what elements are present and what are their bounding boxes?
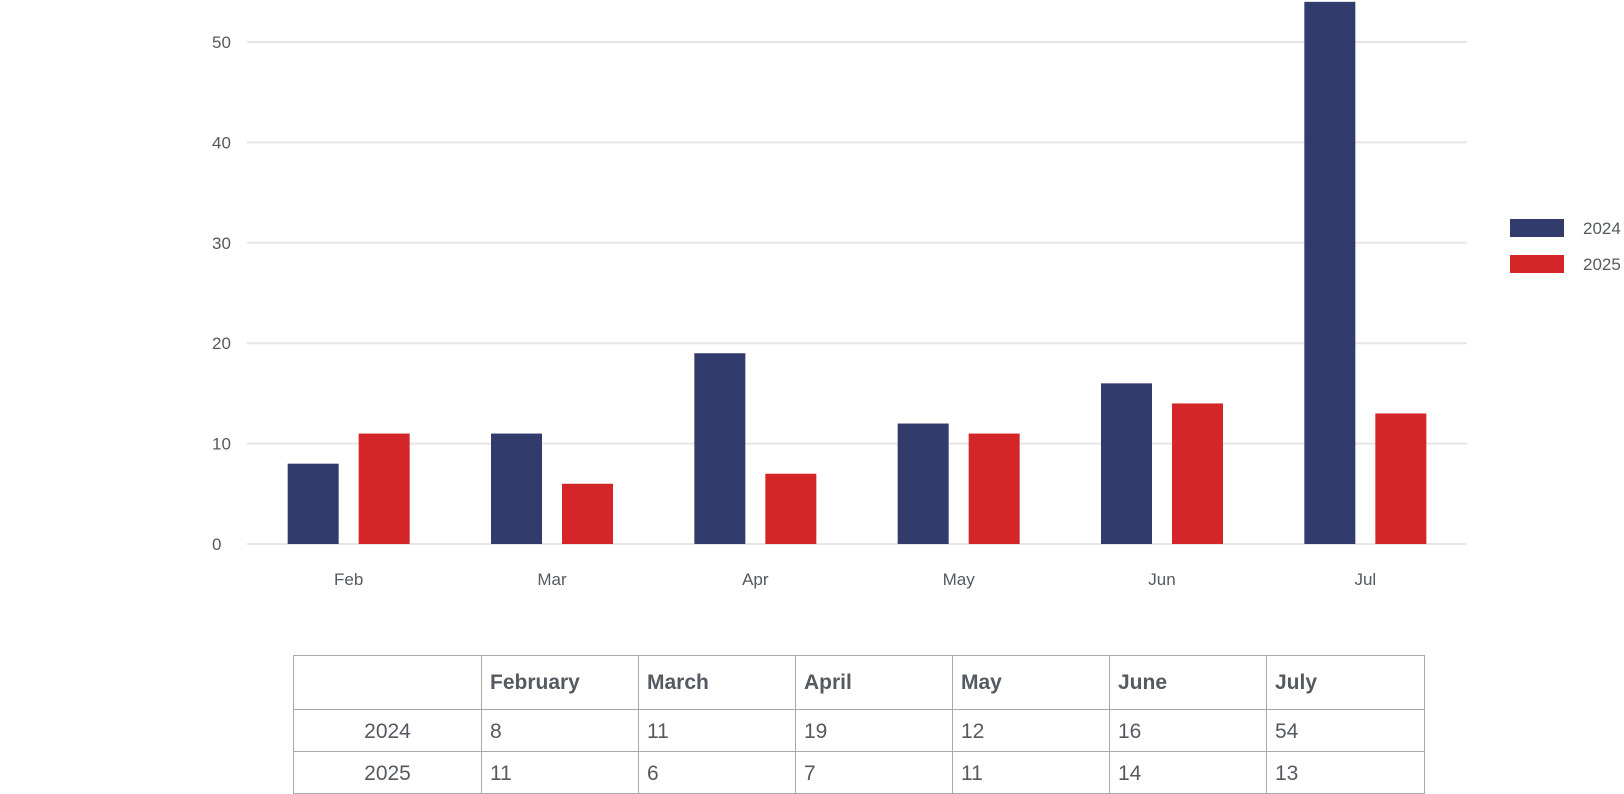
bar-2024-Jun	[1101, 383, 1152, 544]
table-row-label: 2024	[293, 709, 482, 752]
bar-2024-May	[897, 423, 949, 544]
table-row: 2024 8 11 19 12 16 54	[293, 709, 1425, 752]
legend-swatch-2025	[1510, 255, 1564, 273]
y-tick-label: 0	[212, 535, 221, 554]
y-tick-label: 20	[212, 334, 231, 353]
bar-2025-Mar	[562, 483, 613, 544]
table-header-cell: June	[1109, 655, 1267, 710]
bar-2025-Apr	[765, 473, 817, 544]
legend-swatch-2024	[1510, 219, 1564, 237]
x-tick-label: Apr	[742, 570, 769, 589]
bars	[287, 1, 1427, 544]
bar-2024-Feb	[287, 463, 339, 544]
table-header-cell: March	[638, 655, 796, 710]
x-tick-label: May	[943, 570, 976, 589]
bar-2024-Mar	[491, 433, 542, 544]
y-axis-ticks: 0 10 20 30 40 50	[212, 33, 231, 554]
table-cell: 54	[1266, 709, 1425, 752]
table-header-cell: May	[952, 655, 1110, 710]
table-cell: 11	[952, 751, 1110, 794]
bar-2024-Apr	[694, 353, 746, 544]
y-tick-label: 10	[212, 435, 231, 454]
bar-2025-May	[968, 433, 1020, 544]
table-cell: 7	[795, 751, 953, 794]
table-cell: 19	[795, 709, 953, 752]
legend: 2024 2025	[1510, 219, 1621, 274]
bar-2024-Jul	[1304, 1, 1356, 544]
table-row: 2025 11 6 7 11 14 13	[293, 751, 1425, 794]
bar-2025-Feb	[358, 433, 410, 544]
table-cell: 11	[638, 709, 796, 752]
table-header-cell: February	[481, 655, 639, 710]
x-tick-label: Feb	[334, 570, 363, 589]
y-tick-label: 50	[212, 33, 231, 52]
table-header-corner	[293, 655, 482, 710]
table-cell: 8	[481, 709, 639, 752]
x-tick-label: Jul	[1354, 570, 1376, 589]
table-header-row: February March April May June July	[293, 655, 1425, 710]
y-tick-label: 30	[212, 234, 231, 253]
legend-label-2024: 2024	[1583, 219, 1621, 238]
bar-2025-Jul	[1375, 413, 1427, 544]
y-tick-label: 40	[212, 133, 231, 152]
legend-label-2025: 2025	[1583, 255, 1621, 274]
bar-2025-Jun	[1172, 403, 1223, 544]
table-header-cell: April	[795, 655, 953, 710]
x-tick-label: Jun	[1148, 570, 1175, 589]
x-tick-label: Mar	[537, 570, 567, 589]
table-cell: 13	[1266, 751, 1425, 794]
table-cell: 11	[481, 751, 639, 794]
bar-chart: 0 10 20 30 40 50 Feb Mar Apr May Jun Jul 2024 2025	[212, 1, 1621, 589]
table-cell: 6	[638, 751, 796, 794]
table-row-label: 2025	[293, 751, 482, 794]
table-cell: 14	[1109, 751, 1267, 794]
gridlines	[247, 41, 1467, 545]
table-cell: 12	[952, 709, 1110, 752]
data-table: February March April May June July 2024 …	[293, 655, 1425, 794]
table-cell: 16	[1109, 709, 1267, 752]
table-header-cell: July	[1266, 655, 1425, 710]
x-axis-ticks: Feb Mar Apr May Jun Jul	[334, 570, 1376, 589]
